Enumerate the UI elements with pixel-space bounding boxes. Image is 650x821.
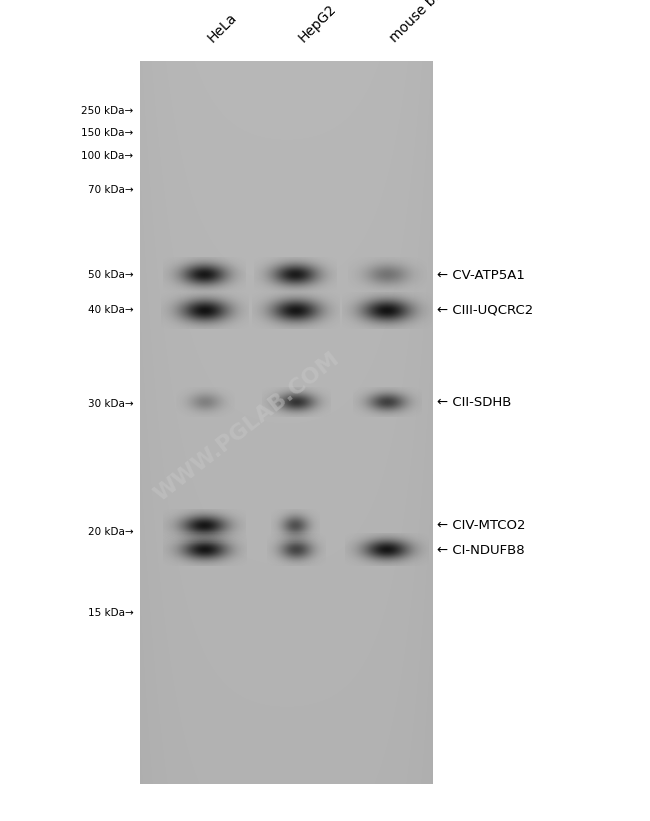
- Text: ← CIV-MTCO2: ← CIV-MTCO2: [437, 519, 525, 532]
- Text: 40 kDa→: 40 kDa→: [88, 305, 133, 315]
- Text: mouse brain: mouse brain: [387, 0, 458, 45]
- Text: 250 kDa→: 250 kDa→: [81, 106, 133, 116]
- Text: 150 kDa→: 150 kDa→: [81, 128, 133, 138]
- Text: 100 kDa→: 100 kDa→: [81, 151, 133, 161]
- Text: 70 kDa→: 70 kDa→: [88, 186, 133, 195]
- Text: 15 kDa→: 15 kDa→: [88, 608, 133, 618]
- Text: 30 kDa→: 30 kDa→: [88, 399, 133, 409]
- Text: 50 kDa→: 50 kDa→: [88, 270, 133, 280]
- Text: ← CIII-UQCRC2: ← CIII-UQCRC2: [437, 304, 533, 317]
- Text: ← CV-ATP5A1: ← CV-ATP5A1: [437, 268, 525, 282]
- Text: ← CII-SDHB: ← CII-SDHB: [437, 396, 511, 409]
- Text: HepG2: HepG2: [296, 2, 339, 45]
- Text: 20 kDa→: 20 kDa→: [88, 527, 133, 537]
- Text: ← CI-NDUFB8: ← CI-NDUFB8: [437, 544, 525, 557]
- Text: HeLa: HeLa: [205, 11, 240, 45]
- Text: WWW.PGLAB.COM: WWW.PGLAB.COM: [151, 349, 343, 505]
